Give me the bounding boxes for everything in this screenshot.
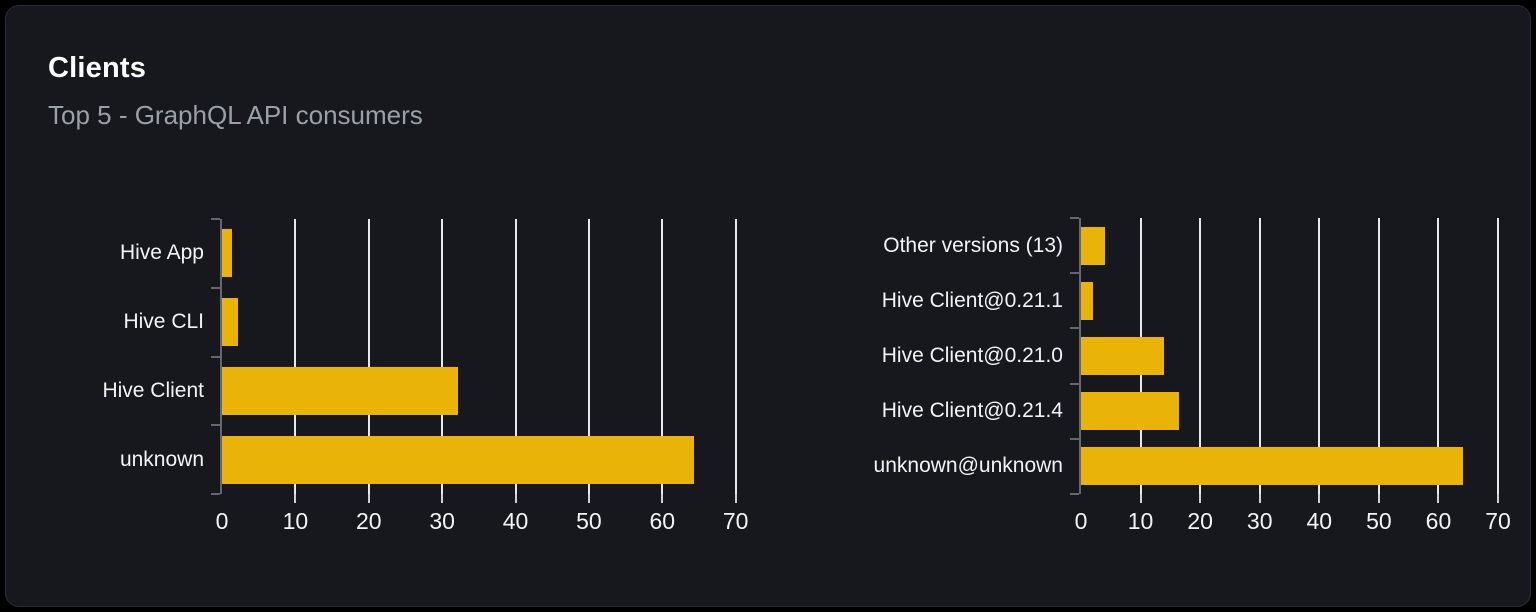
y-axis-tick: [211, 286, 220, 289]
gridline: [1437, 218, 1440, 494]
gridline: [367, 219, 370, 494]
x-axis-tick-label: 0: [215, 508, 229, 534]
category-label: Hive Client@0.21.0: [881, 343, 1063, 367]
gridline: [661, 219, 664, 494]
bar-other-versions-13-: [1081, 226, 1106, 265]
bar-unknown: [222, 435, 694, 484]
x-axis-tick: [441, 494, 444, 503]
y-axis-tick: [1070, 217, 1079, 219]
gridline: [294, 219, 297, 494]
gridline: [1318, 218, 1321, 494]
gridline: [1199, 218, 1202, 494]
x-axis-tick-label: 30: [1246, 508, 1273, 534]
y-axis-tick: [1070, 437, 1079, 440]
y-axis-tick: [1070, 382, 1079, 385]
x-axis-tick-label: 40: [1306, 508, 1333, 534]
x-axis-tick-label: 60: [649, 508, 676, 534]
x-axis-tick-label: 20: [1187, 508, 1213, 534]
x-axis-tick-label: 30: [429, 508, 455, 534]
category-label: Hive Client@0.21.4: [881, 399, 1063, 423]
gridline: [1258, 218, 1261, 494]
x-axis-tick-label: 10: [1127, 508, 1154, 534]
x-axis-tick-label: 50: [576, 508, 602, 534]
y-axis-tick: [211, 218, 220, 220]
x-axis-tick: [587, 494, 590, 503]
gridline: [441, 219, 444, 494]
gridline: [514, 219, 517, 494]
category-label: Other versions (13): [883, 233, 1063, 257]
y-axis-tick: [211, 493, 220, 495]
y-axis-tick: [211, 355, 220, 358]
x-axis-tick-label: 50: [1366, 508, 1392, 534]
category-axis-labels: Other versions (13) Hive Client@0.21.1 Hiv…: [796, 218, 1079, 494]
y-axis-tick: [1070, 327, 1079, 330]
category-label: Hive App: [119, 241, 204, 265]
category-axis-labels: Hive App Hive CLI Hive Client unknown: [36, 219, 220, 494]
x-axis-tick-label: 70: [722, 508, 749, 534]
x-axis-tick-label: 70: [1485, 508, 1511, 534]
y-axis-tick: [211, 424, 220, 427]
category-label: unknown@unknown: [873, 454, 1063, 478]
x-axis-tick: [1139, 494, 1142, 503]
x-axis-tick: [734, 494, 737, 503]
gridline: [1377, 218, 1380, 494]
x-axis-tick: [367, 494, 370, 503]
category-label: Hive Client: [102, 378, 204, 402]
card-subtitle: Top 5 - GraphQL API consumers: [48, 100, 423, 130]
x-axis-tick: [1199, 494, 1202, 503]
plot-area: 0 10 20 30 40 50 60 70: [1070, 217, 1511, 534]
x-axis-tick: [294, 494, 297, 503]
bar-hive-cli: [222, 298, 239, 347]
x-axis-tick: [661, 494, 664, 503]
card-title: Clients: [48, 52, 147, 84]
category-label: Hive CLI: [123, 310, 204, 334]
clients-by-version-chart: Other versions (13) Hive Client@0.21.1 Hiv…: [796, 217, 1511, 534]
category-label: Hive Client@0.21.1: [881, 288, 1063, 312]
bar-hive-app: [222, 229, 233, 278]
x-axis-tick-label: 10: [282, 508, 309, 534]
gridline: [1497, 218, 1500, 494]
y-axis-tick: [1070, 493, 1079, 495]
x-axis-tick-label: 40: [502, 508, 529, 534]
x-axis-tick: [1258, 494, 1261, 503]
plot-area: 0 10 20 30 40 50 60 70: [211, 218, 748, 534]
y-axis-tick: [1070, 272, 1079, 275]
bar-hive-client-0-21-1: [1081, 281, 1093, 320]
x-axis-tick: [1437, 494, 1440, 503]
clients-card: Clients Top 5 - GraphQL API consumers Hi…: [5, 5, 1531, 607]
bar-hive-client-0-21-4: [1081, 392, 1180, 431]
x-axis-tick-label: 60: [1425, 508, 1452, 534]
bar-hive-client: [222, 366, 458, 415]
bar-unknown-unknown: [1081, 447, 1464, 486]
gridline: [587, 219, 590, 494]
x-axis-tick: [1497, 494, 1500, 503]
gridline: [734, 219, 737, 494]
clients-by-name-chart: Hive App Hive CLI Hive Client unknown 0 10 20 3…: [36, 218, 748, 534]
x-axis-tick: [1318, 494, 1321, 503]
x-axis-tick-label: 0: [1074, 508, 1088, 534]
category-label: unknown: [119, 447, 204, 471]
bar-hive-client-0-21-0: [1081, 337, 1164, 375]
x-axis-tick: [514, 494, 517, 503]
x-axis-tick-label: 20: [355, 508, 382, 534]
x-axis-tick: [1377, 494, 1380, 503]
